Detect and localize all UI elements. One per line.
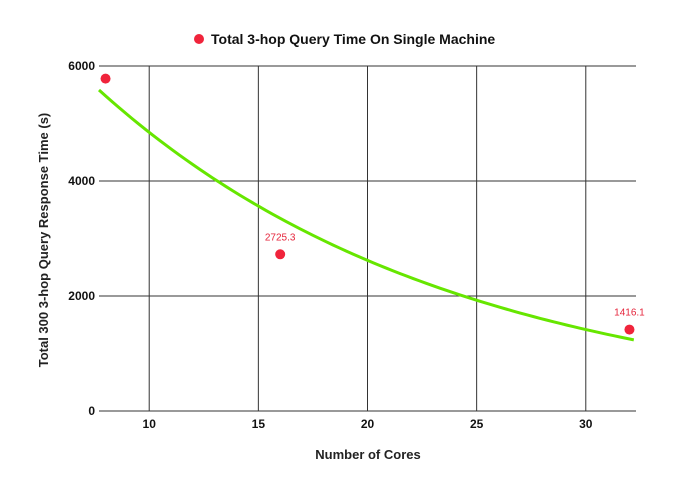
x-tick-labels: 10 15 20 25 30 <box>143 417 593 431</box>
data-points <box>100 73 635 335</box>
trendline <box>97 88 635 342</box>
x-tick-label-30: 30 <box>579 417 593 431</box>
data-point-1 <box>275 249 286 260</box>
data-point-0 <box>100 73 111 84</box>
data-labels: 2725.3 1416.1 <box>265 232 645 318</box>
legend-label: Total 3-hop Query Time On Single Machine <box>211 31 495 47</box>
y-tick-label-4000: 4000 <box>68 174 95 188</box>
x-tick-label-20: 20 <box>361 417 375 431</box>
y-tick-labels: 0 2000 4000 6000 <box>68 59 95 418</box>
x-tick-label-10: 10 <box>143 417 157 431</box>
data-label-2: 1416.1 <box>614 308 645 319</box>
y-tick-label-2000: 2000 <box>68 289 95 303</box>
y-tick-label-0: 0 <box>88 404 95 418</box>
legend-marker <box>194 34 204 44</box>
x-tick-label-15: 15 <box>252 417 266 431</box>
data-point-2 <box>624 324 635 335</box>
data-label-1: 2725.3 <box>265 232 296 243</box>
grid <box>99 65 636 412</box>
y-axis-title: Total 300 3-hop Query Response Time (s) <box>36 113 51 368</box>
x-axis-title: Number of Cores <box>315 447 420 462</box>
y-tick-label-6000: 6000 <box>68 59 95 73</box>
x-tick-label-25: 25 <box>470 417 484 431</box>
legend: Total 3-hop Query Time On Single Machine <box>194 31 495 47</box>
